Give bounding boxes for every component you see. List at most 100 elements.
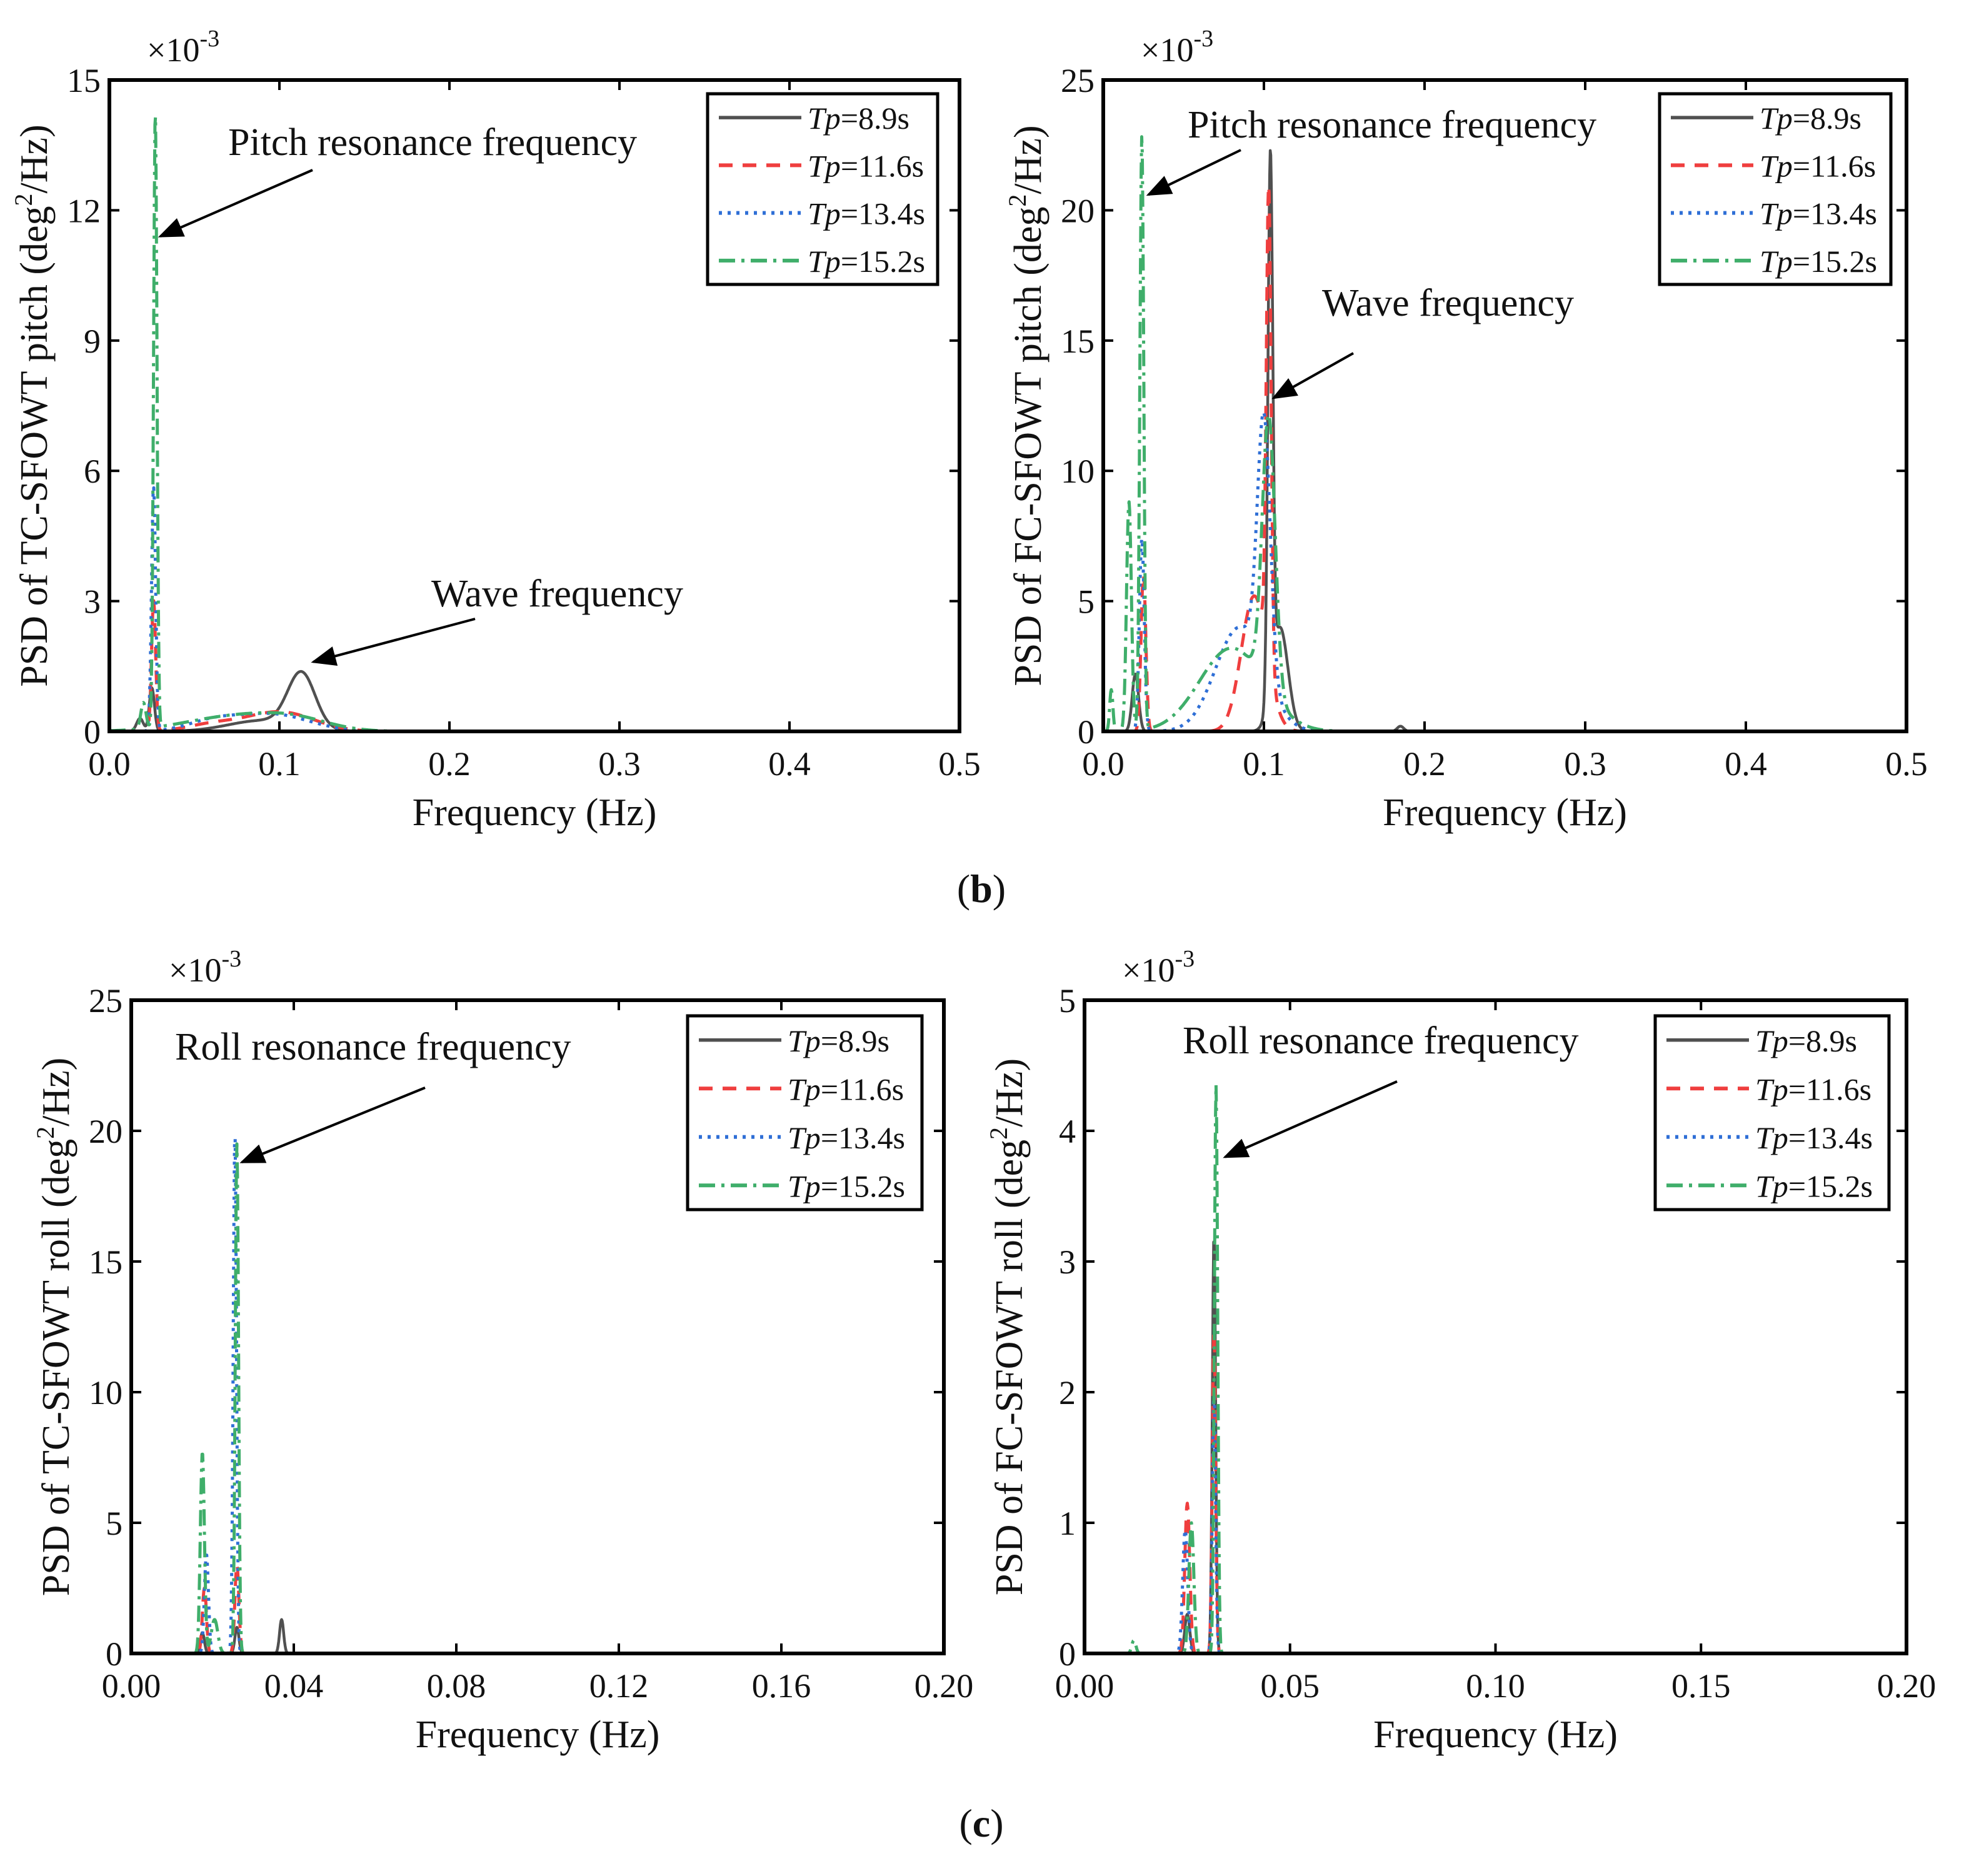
y-tick-label: 0 (106, 1635, 123, 1673)
x-tick-label: 0.05 (1261, 1667, 1320, 1705)
y-tick-label: 15 (1061, 323, 1095, 360)
legend-label: Tp=8.9s (808, 101, 909, 136)
x-tick-label: 0.3 (1564, 745, 1606, 783)
x-axis-label: Frequency (Hz) (413, 791, 657, 834)
y-tick-label: 15 (67, 62, 101, 99)
annotation-text: Wave frequency (431, 573, 683, 615)
series-group (131, 1137, 944, 1653)
annotation-arrow (1271, 352, 1354, 399)
series-line-1 (1085, 1240, 1906, 1653)
plot-frame (108, 78, 961, 733)
y-tick-label: 25 (1061, 62, 1095, 99)
y-tick-label: 0 (84, 713, 101, 751)
y-tick-label: 9 (84, 323, 101, 360)
x-tick-label: 0.1 (258, 745, 301, 783)
y-tick-label: 5 (1059, 982, 1076, 1020)
legend-label: Tp=15.2s (1755, 1168, 1873, 1203)
legend-label: Tp=8.9s (788, 1023, 889, 1058)
y-multiplier: ×10-3 (1141, 26, 1213, 69)
x-tick-label: 0.5 (1885, 745, 1928, 783)
series-group (109, 115, 959, 731)
x-tick-label: 0.10 (1466, 1667, 1525, 1705)
series-line-1 (109, 670, 959, 731)
legend-label: Tp=13.4s (1760, 196, 1877, 231)
legend-label: Tp=13.4s (1755, 1120, 1873, 1155)
annotation-arrow (239, 1086, 426, 1164)
legend-label: Tp=15.2s (808, 244, 925, 279)
legend-box (686, 1014, 924, 1211)
x-tick-label: 0.20 (914, 1667, 974, 1705)
legend: Tp=8.9s Tp=11.6s Tp=13.4s Tp=15.2s (706, 92, 939, 286)
y-tick-label: 20 (89, 1113, 123, 1150)
annotation-arrow (1223, 1080, 1398, 1158)
y-axis-label: PSD of FC-SFOWT roll (deg2/Hz) (985, 1058, 1031, 1595)
y-tick-label: 12 (67, 192, 101, 229)
legend-label: Tp=11.6s (1760, 148, 1876, 183)
series-line-2 (1085, 1330, 1906, 1653)
x-tick-label: 0.2 (1403, 745, 1446, 783)
legend-label: Tp=8.9s (1755, 1023, 1857, 1058)
series-line-4 (1103, 135, 1906, 731)
x-tick-label: 0.0 (1082, 745, 1125, 783)
series-line-2 (109, 599, 959, 731)
x-tick-label: 0.1 (1243, 745, 1285, 783)
y-multiplier: ×10-3 (147, 26, 219, 69)
series-group (1085, 1083, 1906, 1653)
y-tick-label: 25 (89, 982, 123, 1020)
y-tick-label: 2 (1059, 1374, 1076, 1412)
annotation-arrow (158, 169, 313, 238)
plot-frame (1101, 78, 1908, 733)
y-tick-label: 6 (84, 453, 101, 490)
x-tick-label: 0.08 (427, 1667, 486, 1705)
chart-tc-pitch: 0.0 0.1 0.2 0.3 0.4 0.5 0 3 6 9 12 15 Frequency (Hz)… (9, 26, 981, 834)
series-line-3 (1103, 411, 1906, 731)
x-tick-label: 0.04 (264, 1667, 324, 1705)
x-tick-label: 0.00 (1055, 1667, 1115, 1705)
caption-c: (c) (959, 1801, 1004, 1845)
legend: Tp=8.9s Tp=11.6s Tp=13.4s Tp=15.2s (1653, 1014, 1891, 1211)
x-tick-label: 0.4 (1725, 745, 1767, 783)
y-axis-label: PSD of TC-SFOWT pitch (deg2/Hz) (9, 124, 56, 686)
legend-label: Tp=11.6s (808, 148, 924, 183)
annotation-arrow (311, 618, 476, 666)
legend-label: Tp=15.2s (1760, 244, 1877, 279)
chart-fc-roll: 0.00 0.05 0.10 0.15 0.20 0 1 2 3 4 5 Frequency (Hz)… (985, 946, 1936, 1756)
legend-box (1653, 1014, 1891, 1211)
legend: Tp=8.9s Tp=11.6s Tp=13.4s Tp=15.2s (686, 1014, 924, 1211)
annotation-text: Wave frequency (1322, 282, 1574, 324)
y-tick-label: 10 (1061, 453, 1095, 490)
x-axis-label: Frequency (Hz) (1373, 1713, 1618, 1756)
series-line-1 (131, 1618, 944, 1653)
annotation-text: Roll resonance frequency (175, 1026, 571, 1068)
y-axis-label: PSD of FC-SFOWT pitch (deg2/Hz) (1003, 125, 1050, 686)
x-tick-label: 0.3 (598, 745, 641, 783)
y-axis-label: PSD of TC-SFOWT roll (deg2/Hz) (31, 1058, 78, 1597)
series-line-4 (109, 115, 959, 731)
annotation-text: Pitch resonance frequency (228, 121, 637, 164)
series-line-4 (1085, 1083, 1906, 1653)
series-group (1103, 135, 1906, 731)
y-tick-label: 20 (1061, 192, 1095, 229)
y-tick-label: 3 (84, 583, 101, 621)
chart-fc-pitch: 0.0 0.1 0.2 0.3 0.4 0.5 0 5 10 15 20 25 Frequency (H… (1003, 26, 1928, 834)
annotation-text: Roll resonance frequency (1183, 1020, 1579, 1062)
plot-frame (129, 998, 946, 1655)
caption-b: (b) (956, 866, 1006, 911)
series-line-3 (1085, 1395, 1906, 1653)
y-tick-label: 3 (1059, 1243, 1076, 1281)
annotation-arrow (1146, 149, 1241, 196)
y-tick-label: 10 (89, 1374, 123, 1412)
y-tick-label: 1 (1059, 1505, 1076, 1542)
x-axis-label: Frequency (Hz) (416, 1713, 660, 1756)
x-tick-label: 0.15 (1671, 1667, 1731, 1705)
x-tick-label: 0.0 (88, 745, 131, 783)
x-tick-label: 0.16 (752, 1667, 811, 1705)
x-tick-label: 0.2 (428, 745, 471, 783)
x-axis-label: Frequency (Hz) (1383, 791, 1627, 834)
legend-label: Tp=8.9s (1760, 101, 1861, 136)
y-tick-label: 0 (1078, 713, 1095, 751)
series-line-3 (131, 1137, 944, 1653)
legend-box (1658, 92, 1893, 286)
